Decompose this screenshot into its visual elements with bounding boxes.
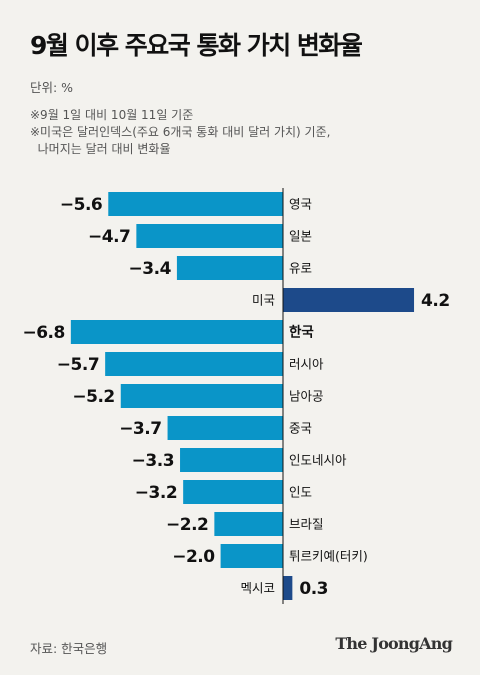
bar <box>167 416 283 440</box>
category-label: 일본 <box>289 229 312 244</box>
bar <box>108 192 283 216</box>
bar <box>220 544 283 568</box>
chart-title: 9월 이후 주요국 통화 가치 변화율 <box>30 31 363 60</box>
value-label: −3.2 <box>135 483 177 503</box>
value-label: 4.2 <box>421 291 450 311</box>
value-label: −5.2 <box>72 387 114 407</box>
category-label: 중국 <box>289 421 312 436</box>
category-label: 영국 <box>289 197 312 212</box>
unit-label: 단위: % <box>30 80 74 95</box>
category-label: 한국 <box>289 325 314 341</box>
bar <box>180 448 283 472</box>
source-note: 자료: 한국은행 <box>30 641 108 656</box>
category-label: 남아공 <box>289 389 324 404</box>
value-label: 0.3 <box>299 579 328 599</box>
value-label: −5.7 <box>57 355 99 375</box>
value-label: −6.8 <box>22 323 64 343</box>
bar <box>283 576 293 600</box>
note-line: ※미국은 달러인덱스(주요 6개국 통화 대비 달러 가치) 기준, <box>30 125 331 139</box>
category-label: 튀르키예(터키) <box>289 549 368 564</box>
category-label: 러시아 <box>289 357 324 372</box>
brand-logo: The JoongAng <box>335 634 452 653</box>
value-label: −3.7 <box>119 419 161 439</box>
bar <box>136 224 283 248</box>
category-label: 인도네시아 <box>289 453 347 468</box>
value-label: −3.4 <box>129 259 172 279</box>
chart-notes: ※9월 1일 대비 10월 11일 기준 ※미국은 달러인덱스(주요 6개국 통… <box>30 107 330 158</box>
note-line: ※9월 1일 대비 10월 11일 기준 <box>30 108 194 122</box>
value-label: −4.7 <box>88 227 130 247</box>
bar <box>105 352 283 376</box>
category-label: 유로 <box>289 261 312 276</box>
bar <box>120 384 283 408</box>
category-label: 멕시코 <box>240 581 275 596</box>
value-label: −3.3 <box>132 451 174 471</box>
bar-chart: 영국 −5.6 일본 −4.7 유로 −3.4 미국 4.2 한국 −6.8 러시아 −5.7 남아공 −… <box>22 188 450 604</box>
value-label: −2.2 <box>166 515 208 535</box>
bar <box>70 320 283 344</box>
category-label: 브라질 <box>289 517 324 532</box>
category-label: 미국 <box>252 293 275 308</box>
bar <box>283 288 415 312</box>
note-line: 나머지는 달러 대비 변화율 <box>30 142 171 156</box>
value-label: −5.6 <box>60 195 102 215</box>
bar <box>214 512 283 536</box>
bar <box>176 256 283 280</box>
bar <box>183 480 283 504</box>
value-label: −2.0 <box>172 547 215 567</box>
category-label: 인도 <box>289 485 312 500</box>
